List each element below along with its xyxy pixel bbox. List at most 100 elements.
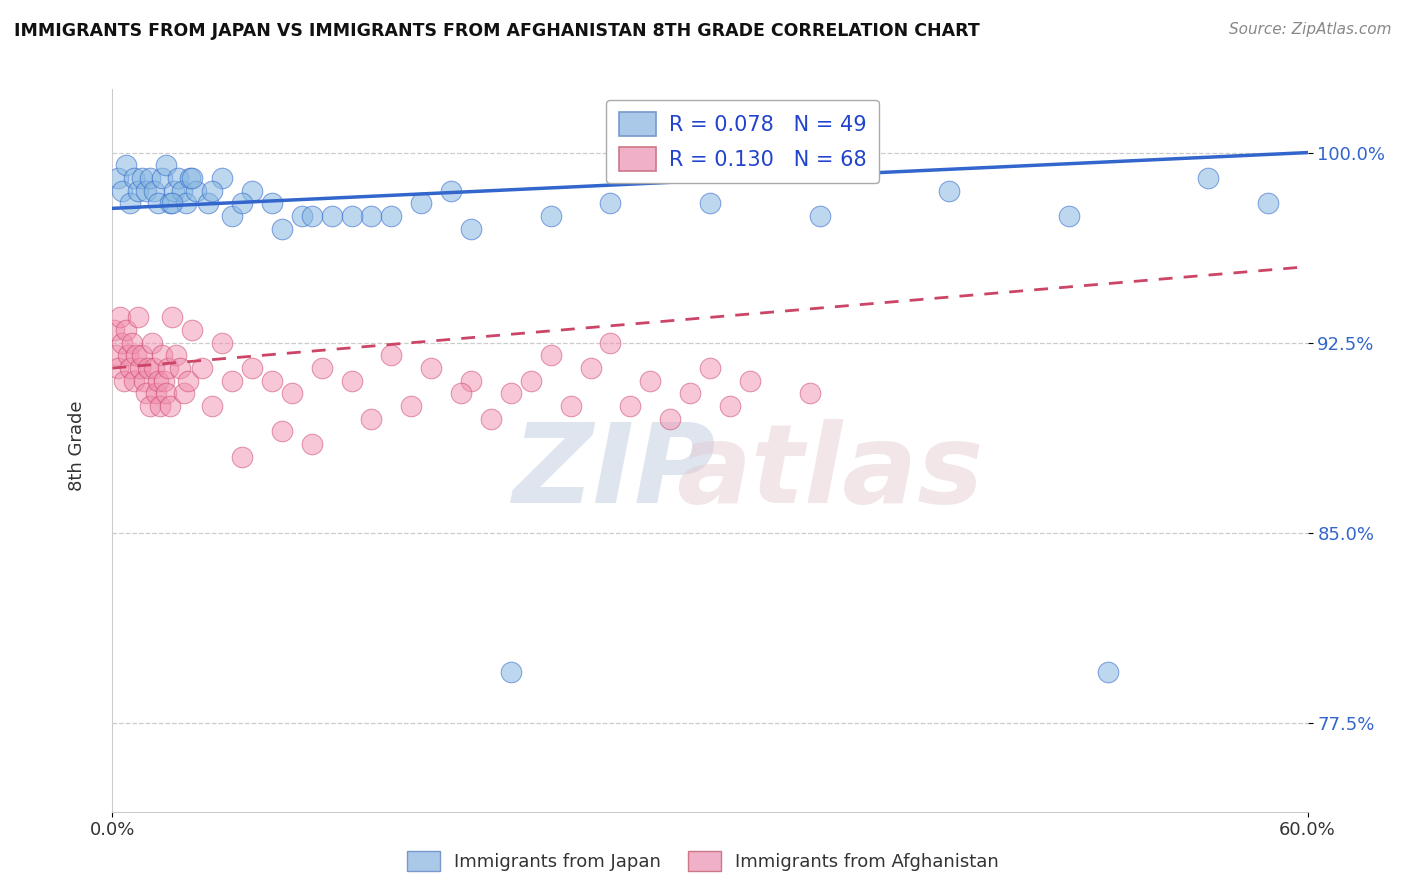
Point — [679, 386, 702, 401]
Point — [141, 335, 163, 350]
Text: ZIP: ZIP — [513, 418, 716, 525]
Point — [165, 348, 187, 362]
Point — [162, 196, 183, 211]
Point — [640, 374, 662, 388]
Point — [163, 184, 186, 198]
Point — [135, 184, 157, 198]
Point — [127, 310, 149, 325]
Point — [173, 386, 195, 401]
Point — [131, 170, 153, 185]
Point — [718, 399, 741, 413]
Point — [440, 184, 463, 198]
Point — [499, 386, 522, 401]
Point — [560, 399, 582, 413]
Point — [240, 184, 263, 198]
Point — [340, 209, 363, 223]
Point — [135, 386, 157, 401]
Point — [231, 450, 253, 464]
Point — [1057, 209, 1080, 223]
Point — [129, 361, 152, 376]
Text: 8th Grade: 8th Grade — [69, 401, 86, 491]
Point — [301, 437, 323, 451]
Point — [172, 184, 194, 198]
Point — [479, 411, 502, 425]
Point — [197, 196, 219, 211]
Point — [162, 310, 183, 325]
Point — [520, 374, 543, 388]
Point — [360, 209, 382, 223]
Point — [149, 399, 172, 413]
Point — [145, 386, 167, 401]
Point — [134, 374, 156, 388]
Point — [124, 374, 146, 388]
Point — [460, 221, 482, 235]
Point — [221, 374, 243, 388]
Point — [115, 158, 138, 172]
Point — [121, 335, 143, 350]
Point — [125, 348, 148, 362]
Point — [138, 361, 160, 376]
Point — [291, 209, 314, 223]
Point — [105, 348, 128, 362]
Point — [131, 348, 153, 362]
Point — [174, 196, 197, 211]
Point — [270, 425, 292, 439]
Point — [169, 361, 191, 376]
Point — [240, 361, 263, 376]
Point — [460, 374, 482, 388]
Point — [619, 399, 641, 413]
Point — [699, 196, 721, 211]
Point — [107, 361, 129, 376]
Text: atlas: atlas — [676, 418, 983, 525]
Point — [699, 361, 721, 376]
Text: IMMIGRANTS FROM JAPAN VS IMMIGRANTS FROM AFGHANISTAN 8TH GRADE CORRELATION CHART: IMMIGRANTS FROM JAPAN VS IMMIGRANTS FROM… — [14, 22, 980, 40]
Point — [148, 374, 170, 388]
Point — [120, 361, 142, 376]
Point — [155, 386, 177, 401]
Point — [260, 196, 283, 211]
Point — [177, 374, 200, 388]
Point — [231, 196, 253, 211]
Point — [738, 374, 761, 388]
Point — [540, 348, 562, 362]
Point — [181, 170, 204, 185]
Point — [221, 209, 243, 223]
Point — [153, 374, 176, 388]
Point — [148, 196, 170, 211]
Point — [150, 348, 173, 362]
Point — [599, 196, 621, 211]
Point — [157, 361, 180, 376]
Point — [938, 184, 960, 198]
Point — [143, 184, 166, 198]
Point — [211, 170, 233, 185]
Point — [127, 184, 149, 198]
Point — [103, 323, 125, 337]
Point — [110, 310, 132, 325]
Point — [201, 399, 224, 413]
Point — [1257, 196, 1279, 211]
Point — [1197, 170, 1219, 185]
Point — [799, 386, 821, 401]
Point — [411, 196, 433, 211]
Point — [111, 335, 134, 350]
Point — [380, 209, 402, 223]
Point — [311, 361, 333, 376]
Point — [117, 348, 139, 362]
Point — [599, 335, 621, 350]
Point — [380, 348, 402, 362]
Point — [450, 386, 472, 401]
Point — [270, 221, 292, 235]
Point — [659, 411, 682, 425]
Point — [540, 209, 562, 223]
Point — [111, 184, 134, 198]
Point — [139, 170, 162, 185]
Point — [115, 323, 138, 337]
Point — [179, 170, 201, 185]
Point — [808, 209, 831, 223]
Point — [211, 335, 233, 350]
Point — [159, 399, 181, 413]
Point — [139, 399, 162, 413]
Point — [124, 170, 146, 185]
Point — [360, 411, 382, 425]
Point — [499, 665, 522, 680]
